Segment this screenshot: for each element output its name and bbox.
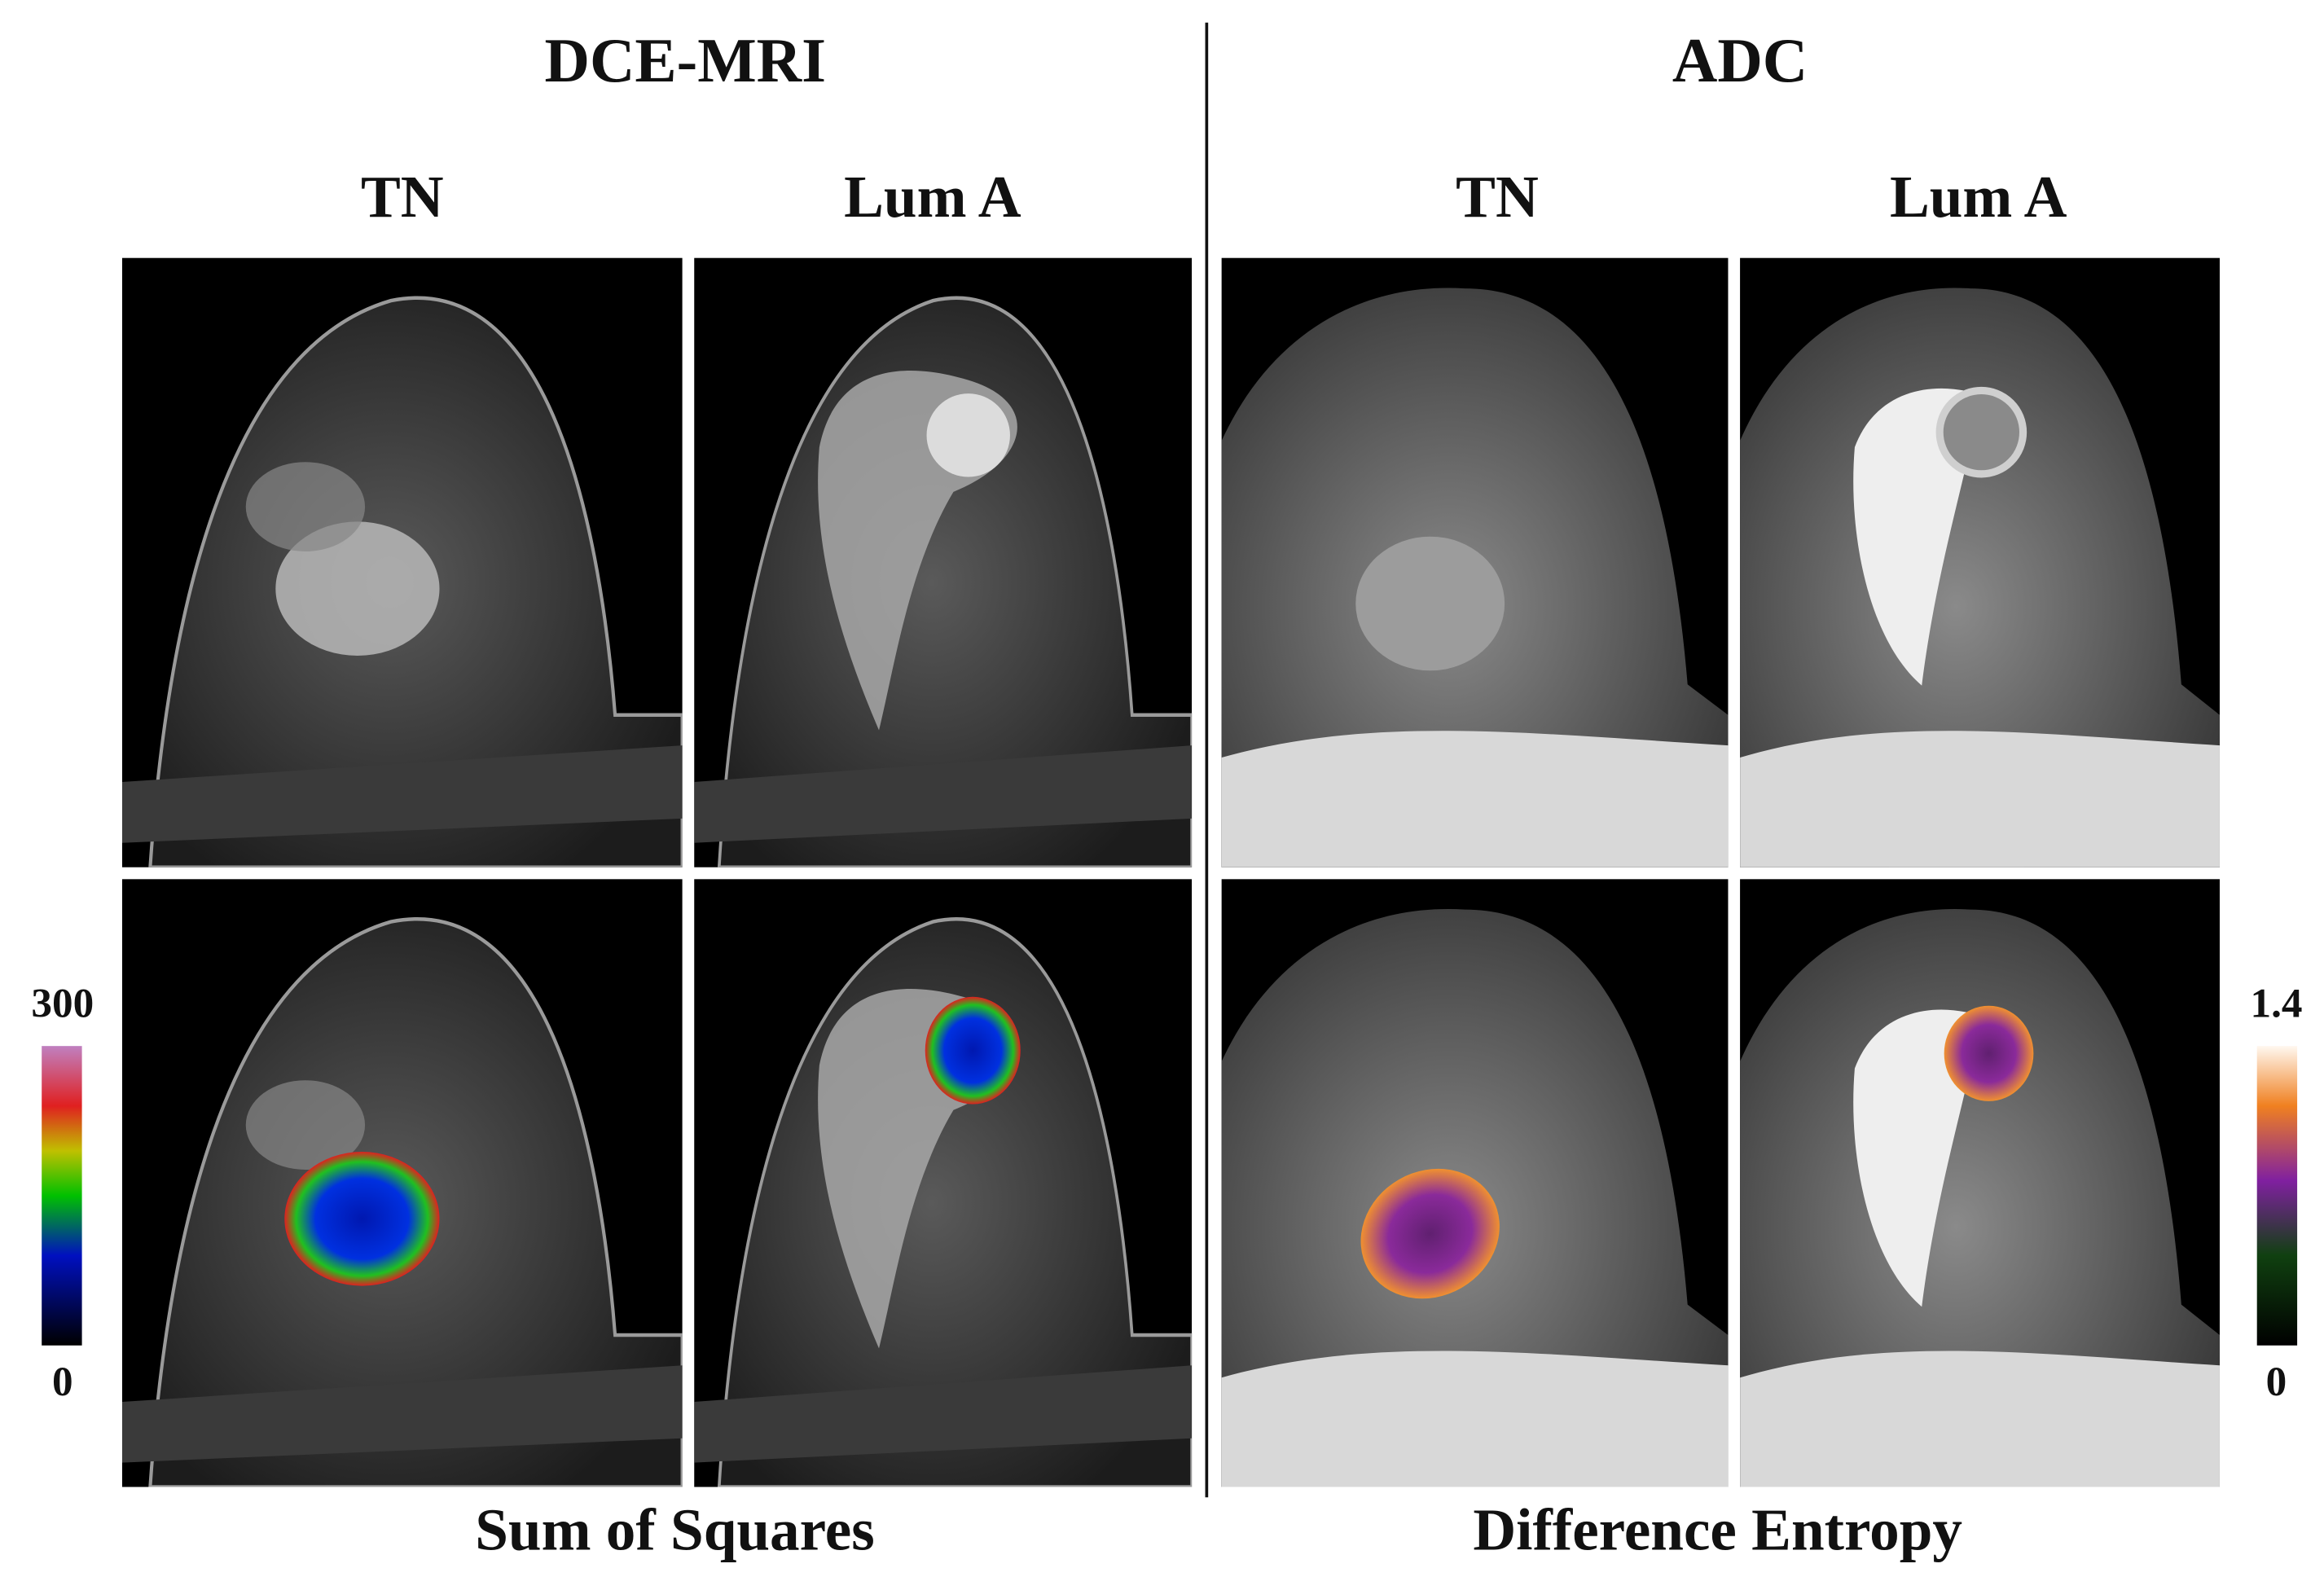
column-title: TN [1456, 164, 1539, 230]
colorbar-min: 0 [52, 1359, 73, 1405]
colorbar-max: 1.4 [2250, 980, 2302, 1026]
colorbar [42, 1046, 82, 1346]
feature-label: Sum of Squares [475, 1497, 874, 1563]
mri-image [121, 257, 683, 867]
group-title: DCE-MRI [544, 26, 826, 95]
column-title: TN [361, 164, 444, 230]
group-title: ADC [1672, 26, 1808, 95]
mri-image [1740, 879, 2220, 1487]
colorbar-min: 0 [2266, 1359, 2287, 1405]
column-title: Lum A [1890, 164, 2067, 230]
mri-image [1221, 257, 1729, 867]
feature-label: Difference Entropy [1473, 1497, 1962, 1563]
mri-image [694, 257, 1192, 867]
colorbar-max: 300 [31, 980, 94, 1026]
mri-image [1221, 879, 1729, 1487]
mri-image [121, 879, 683, 1487]
mri-image [694, 879, 1192, 1487]
mri-image [1740, 257, 2220, 867]
colorbar [2256, 1046, 2298, 1346]
column-title: Lum A [844, 164, 1021, 230]
